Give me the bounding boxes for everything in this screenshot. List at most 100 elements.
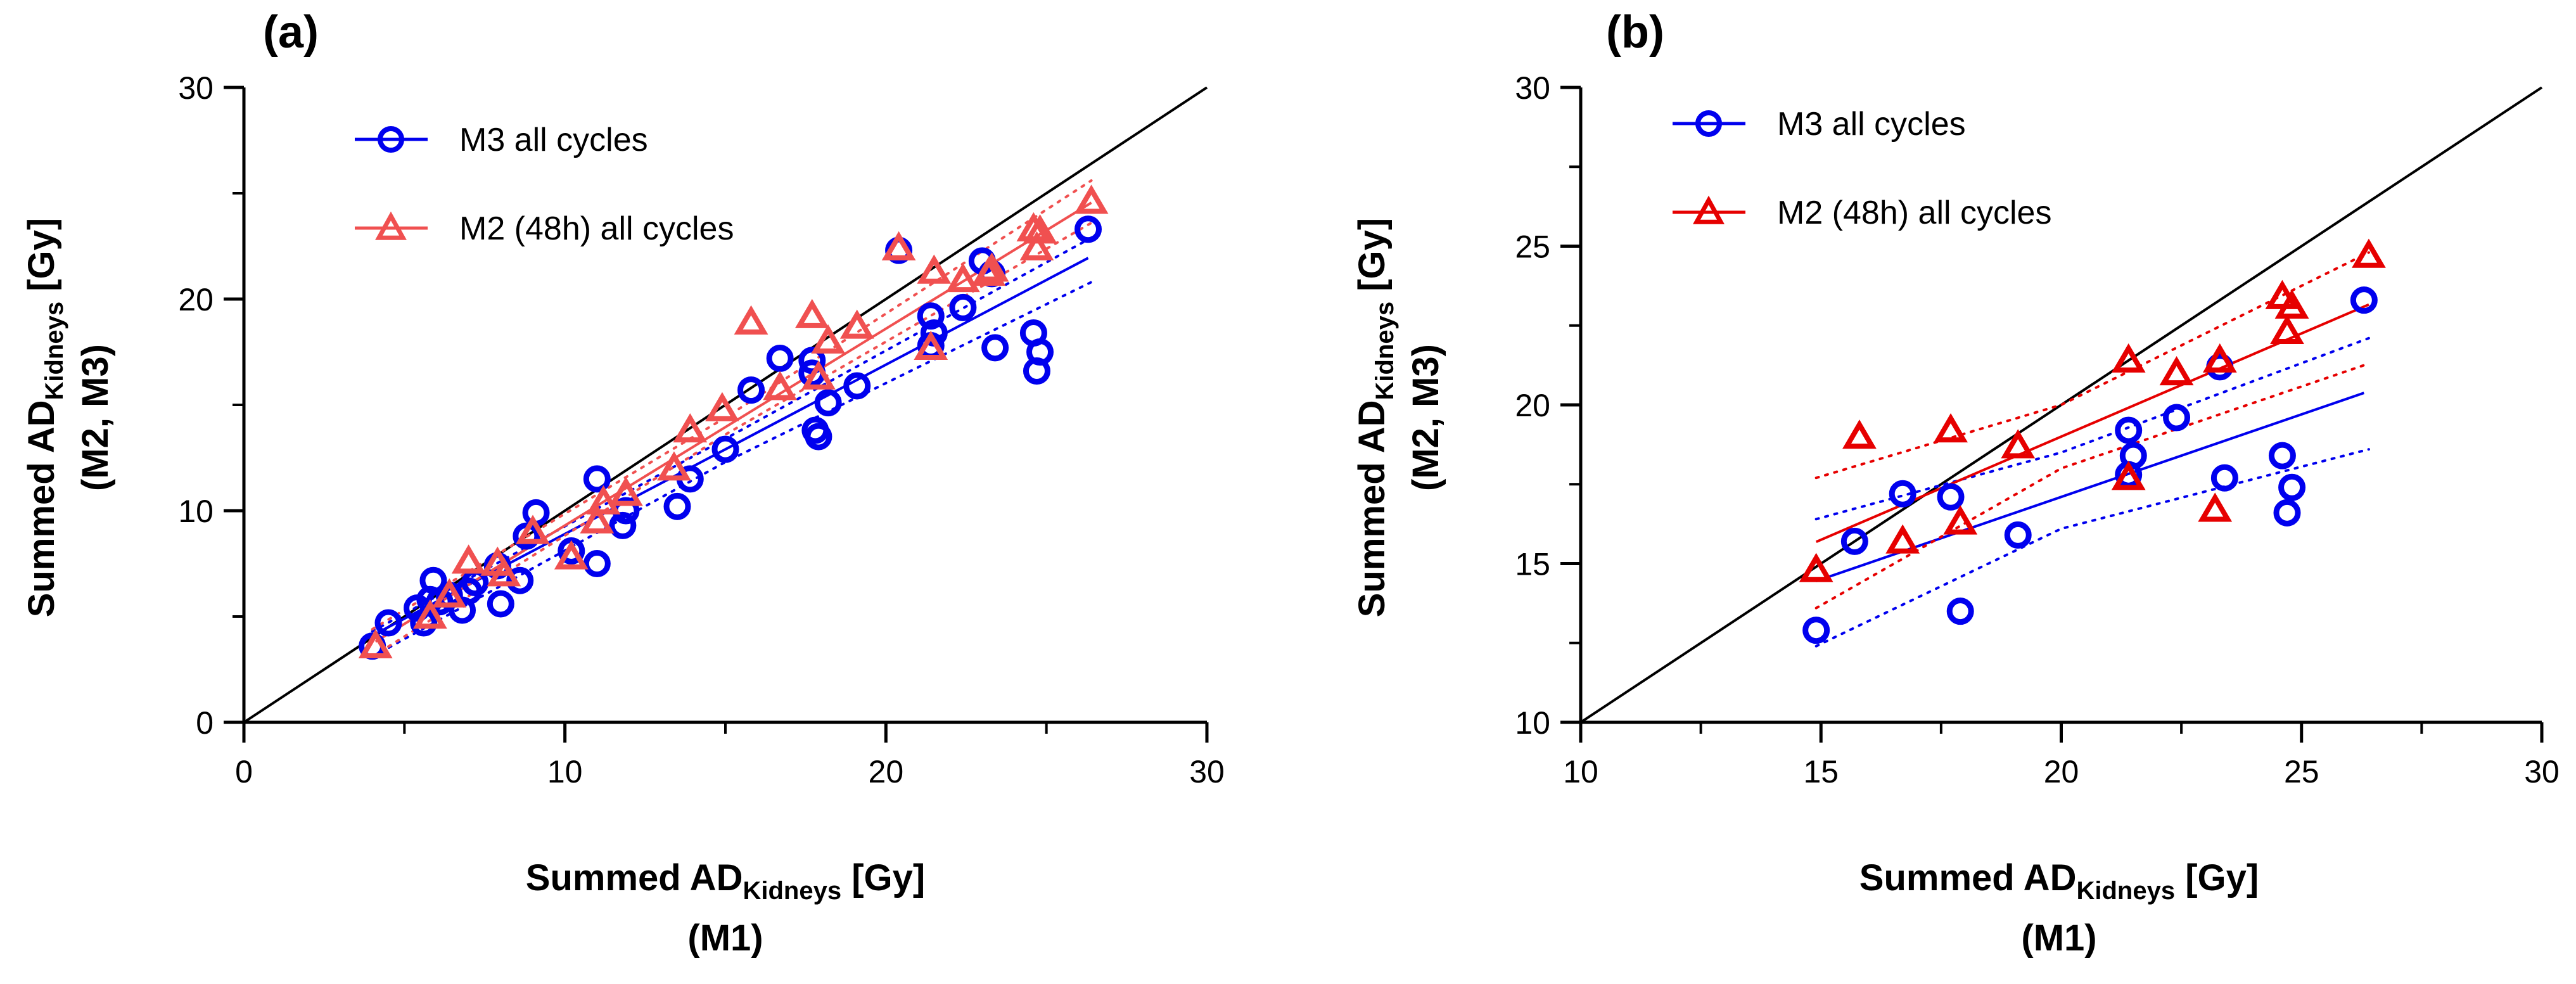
panel-b: 10 15 20 25 30 10 15 20 25 30 M3 all cycles M2 (48h… <box>1351 7 2560 959</box>
data-point-m2 <box>1023 214 1057 244</box>
x-axis-title-line2: (M1) <box>2021 917 2096 959</box>
data-point-m3 <box>843 372 871 400</box>
legend-label: M3 all cycles <box>459 122 648 158</box>
legend-label: M2 (48h) all cycles <box>459 210 734 247</box>
data-point-m2 <box>917 254 952 284</box>
y-axis-title-unit: [Gy] <box>21 218 62 302</box>
data-point-m3 <box>2268 442 2296 470</box>
data-point-m3 <box>558 537 585 565</box>
y-tick-label: 10 <box>178 494 214 529</box>
legend-label: M2 (48h) all cycles <box>1777 195 2051 231</box>
data-point-m2 <box>839 309 874 339</box>
data-point-m2 <box>2159 355 2194 386</box>
data-point-m3 <box>1946 597 1974 625</box>
x-axis-title: Summed ADKidneys [Gy] <box>526 857 925 905</box>
y-tick-label: 20 <box>178 282 214 317</box>
data-point-m3 <box>981 334 1009 362</box>
data-point-m3 <box>2004 521 2032 549</box>
data-point-m2 <box>516 514 550 544</box>
y-axis-title-main: Summed AD <box>1351 400 1393 618</box>
data-point-m2 <box>657 451 691 481</box>
data-point-m2 <box>2111 461 2146 490</box>
data-point-m3 <box>663 492 691 520</box>
data-point-m2 <box>974 252 1009 282</box>
data-point-m2 <box>412 599 447 629</box>
data-point-m3 <box>1840 527 1868 555</box>
data-point-m3 <box>487 590 514 618</box>
x-tick-label: 30 <box>2524 754 2560 789</box>
ci-band-lower <box>371 221 1093 658</box>
data-point-m3 <box>2115 416 2143 444</box>
legend-marker-circle <box>378 126 404 153</box>
legend-marker-triangle <box>1693 195 1725 224</box>
data-point-m2 <box>2352 238 2386 268</box>
data-point-m2 <box>2111 343 2146 373</box>
data-point-m3 <box>814 389 842 417</box>
ci-band-lower <box>371 281 1093 658</box>
ci-band-upper <box>1814 251 2370 480</box>
data-point-m3 <box>583 465 611 493</box>
data-point-m3 <box>711 435 739 463</box>
data-point-m3 <box>766 345 794 373</box>
data-point-m3 <box>2119 442 2147 470</box>
x-tick-label: 25 <box>2284 754 2319 789</box>
ci-band-lower <box>1814 362 2370 610</box>
data-point-m2 <box>2001 429 2036 459</box>
data-point-m2 <box>1842 419 1877 449</box>
data-point-m3 <box>949 293 977 321</box>
data-point-m2 <box>609 476 643 506</box>
y-axis-title-unit: [Gy] <box>1351 218 1393 302</box>
y-axis-title-sub: Kidneys <box>41 302 68 400</box>
data-point-m3 <box>583 550 611 577</box>
data-point-m2 <box>734 305 768 335</box>
data-point-m2 <box>763 371 798 400</box>
x-axis-title: Summed ADKidneys [Gy] <box>1859 857 2259 905</box>
data-point-m3 <box>609 511 637 539</box>
y-axis-title-main: Summed AD <box>21 400 62 618</box>
data-point-m3 <box>1074 215 1102 243</box>
legend-marker-circle <box>1695 110 1722 137</box>
legend-marker-triangle <box>375 211 407 240</box>
x-tick-label: 0 <box>235 754 253 789</box>
data-point-m3 <box>2273 499 2301 527</box>
data-point-m2 <box>794 298 829 328</box>
data-point-m2 <box>1943 505 1978 535</box>
data-point-m2 <box>881 231 916 261</box>
ci-band-upper <box>1814 336 2370 521</box>
data-point-m2 <box>2198 492 2233 522</box>
data-point-m3 <box>805 423 832 450</box>
data-point-m2 <box>801 360 836 390</box>
y-tick-label: 15 <box>1515 547 1550 582</box>
data-point-m3 <box>2350 286 2378 314</box>
x-axis-title-main: Summed AD <box>1859 857 2077 898</box>
y-tick-label: 25 <box>1515 229 1550 265</box>
data-point-m2 <box>811 324 846 354</box>
data-point-m3 <box>2278 473 2306 501</box>
data-point-m2 <box>1934 413 1968 443</box>
panel-a: 0 10 20 30 0 10 20 30 M3 all cycles M2 (48h) all … <box>21 7 1225 959</box>
data-point-m2 <box>432 578 467 608</box>
x-axis-title-unit: [Gy] <box>2175 857 2259 898</box>
y-axis-title: Summed ADKidneys [Gy] <box>21 218 68 617</box>
y-tick-label: 30 <box>178 70 214 106</box>
x-tick-label: 15 <box>1803 754 1839 789</box>
data-point-m2 <box>2270 314 2304 344</box>
y-tick-label: 10 <box>1515 705 1550 741</box>
x-axis-title-unit: [Gy] <box>841 857 925 898</box>
data-point-m2 <box>554 540 589 570</box>
data-point-m2 <box>946 263 980 293</box>
y-axis-title-line2: (M2, M3) <box>75 344 116 491</box>
data-point-m2 <box>487 557 521 587</box>
x-tick-label: 10 <box>1563 754 1598 789</box>
x-axis-title-line2: (M1) <box>687 917 763 959</box>
data-point-m2 <box>451 544 486 574</box>
x-tick-label: 10 <box>547 754 583 789</box>
data-point-m3 <box>1802 617 1830 644</box>
data-point-m3 <box>513 522 540 550</box>
panel-label: (b) <box>1606 7 1664 58</box>
x-axis-title-sub: Kidneys <box>743 877 841 905</box>
x-tick-label: 20 <box>2044 754 2079 789</box>
data-point-m2 <box>1019 231 1054 261</box>
data-point-m3 <box>917 302 945 330</box>
